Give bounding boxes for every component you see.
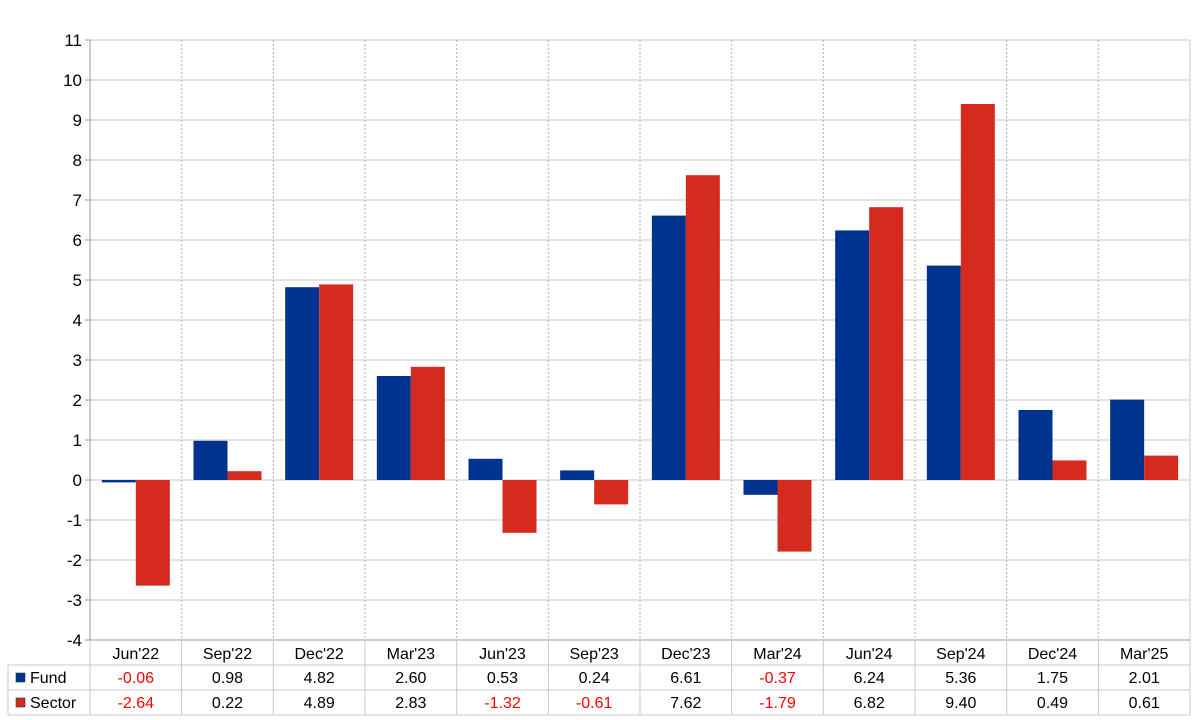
bar-fund [193, 440, 228, 480]
category-label: Sep'24 [936, 646, 985, 663]
legend-swatch-sector [15, 697, 26, 708]
table-cell-fund: 0.98 [212, 670, 243, 687]
category-label: Mar'25 [1120, 646, 1169, 663]
table-cell-fund: -0.37 [759, 670, 796, 687]
category-label: Dec'22 [295, 646, 344, 663]
legend-label-sector: Sector [30, 695, 77, 712]
y-tick-label: -1 [67, 511, 82, 530]
table-cell-fund: -0.06 [118, 670, 155, 687]
table-cell-sector: -1.32 [484, 695, 521, 712]
bar-fund [743, 480, 778, 495]
table-cell-sector: 7.62 [670, 695, 701, 712]
bar-fund [926, 265, 961, 480]
bar-sector [410, 366, 445, 480]
bar-fund [101, 480, 136, 483]
table-cell-sector: -0.61 [576, 695, 613, 712]
y-tick-label: 6 [73, 231, 82, 250]
table-cell-fund: 2.60 [395, 670, 426, 687]
y-tick-label: 8 [73, 151, 82, 170]
y-tick-label: 3 [73, 351, 82, 370]
table-cell-sector: 9.40 [945, 695, 976, 712]
y-tick-label: 10 [63, 71, 82, 90]
bar-fund [835, 230, 870, 480]
y-tick-label: 2 [73, 391, 82, 410]
y-tick-label: -4 [67, 631, 82, 650]
bar-sector [502, 480, 537, 533]
category-label: Dec'23 [661, 646, 710, 663]
table-cell-sector: 2.83 [395, 695, 426, 712]
y-tick-label: -2 [67, 551, 82, 570]
bar-sector [227, 471, 262, 480]
table-cell-sector: 6.82 [854, 695, 885, 712]
y-tick-label: -3 [67, 591, 82, 610]
table-cell-sector: 4.89 [304, 695, 335, 712]
bar-fund [468, 458, 503, 480]
bar-sector [685, 175, 720, 480]
bar-sector [1144, 455, 1179, 480]
category-label: Mar'24 [753, 646, 802, 663]
table-cell-sector: 0.22 [212, 695, 243, 712]
bar-sector [135, 480, 170, 586]
y-tick-label: 0 [73, 471, 82, 490]
category-label: Jun'22 [113, 646, 160, 663]
table-cell-fund: 5.36 [945, 670, 976, 687]
legend-swatch-fund [15, 672, 26, 683]
table-cell-fund: 6.24 [854, 670, 885, 687]
bar-sector [594, 480, 629, 505]
bar-fund [560, 470, 595, 480]
table-cell-fund: 0.53 [487, 670, 518, 687]
table-cell-fund: 0.24 [579, 670, 610, 687]
y-tick-label: 1 [73, 431, 82, 450]
table-cell-sector: -1.79 [759, 695, 796, 712]
category-label: Sep'23 [570, 646, 619, 663]
y-tick-label: 4 [73, 311, 82, 330]
table-cell-sector: 0.61 [1129, 695, 1160, 712]
y-tick-label: 5 [73, 271, 82, 290]
bar-sector [777, 480, 812, 552]
category-label: Mar'23 [387, 646, 436, 663]
bar-fund [651, 215, 686, 480]
bar-fund [285, 287, 320, 480]
bar-sector [869, 207, 904, 480]
bar-sector [960, 104, 995, 480]
bar-fund [1110, 399, 1145, 480]
bar-fund [1018, 410, 1053, 480]
category-label: Sep'22 [203, 646, 252, 663]
bar-fund [376, 376, 411, 480]
table-cell-fund: 6.61 [670, 670, 701, 687]
table-cell-fund: 1.75 [1037, 670, 1068, 687]
table-cell-sector: 0.49 [1037, 695, 1068, 712]
bar-sector [1052, 460, 1087, 480]
table-cell-sector: -2.64 [118, 695, 155, 712]
y-tick-label: 7 [73, 191, 82, 210]
legend-label-fund: Fund [30, 670, 66, 687]
category-label: Jun'23 [479, 646, 526, 663]
y-tick-label: 9 [73, 111, 82, 130]
bar-sector [319, 284, 354, 480]
table-cell-fund: 2.01 [1129, 670, 1160, 687]
y-tick-label: 11 [64, 31, 82, 50]
table-cell-fund: 4.82 [304, 670, 335, 687]
category-label: Dec'24 [1028, 646, 1077, 663]
category-label: Jun'24 [846, 646, 893, 663]
